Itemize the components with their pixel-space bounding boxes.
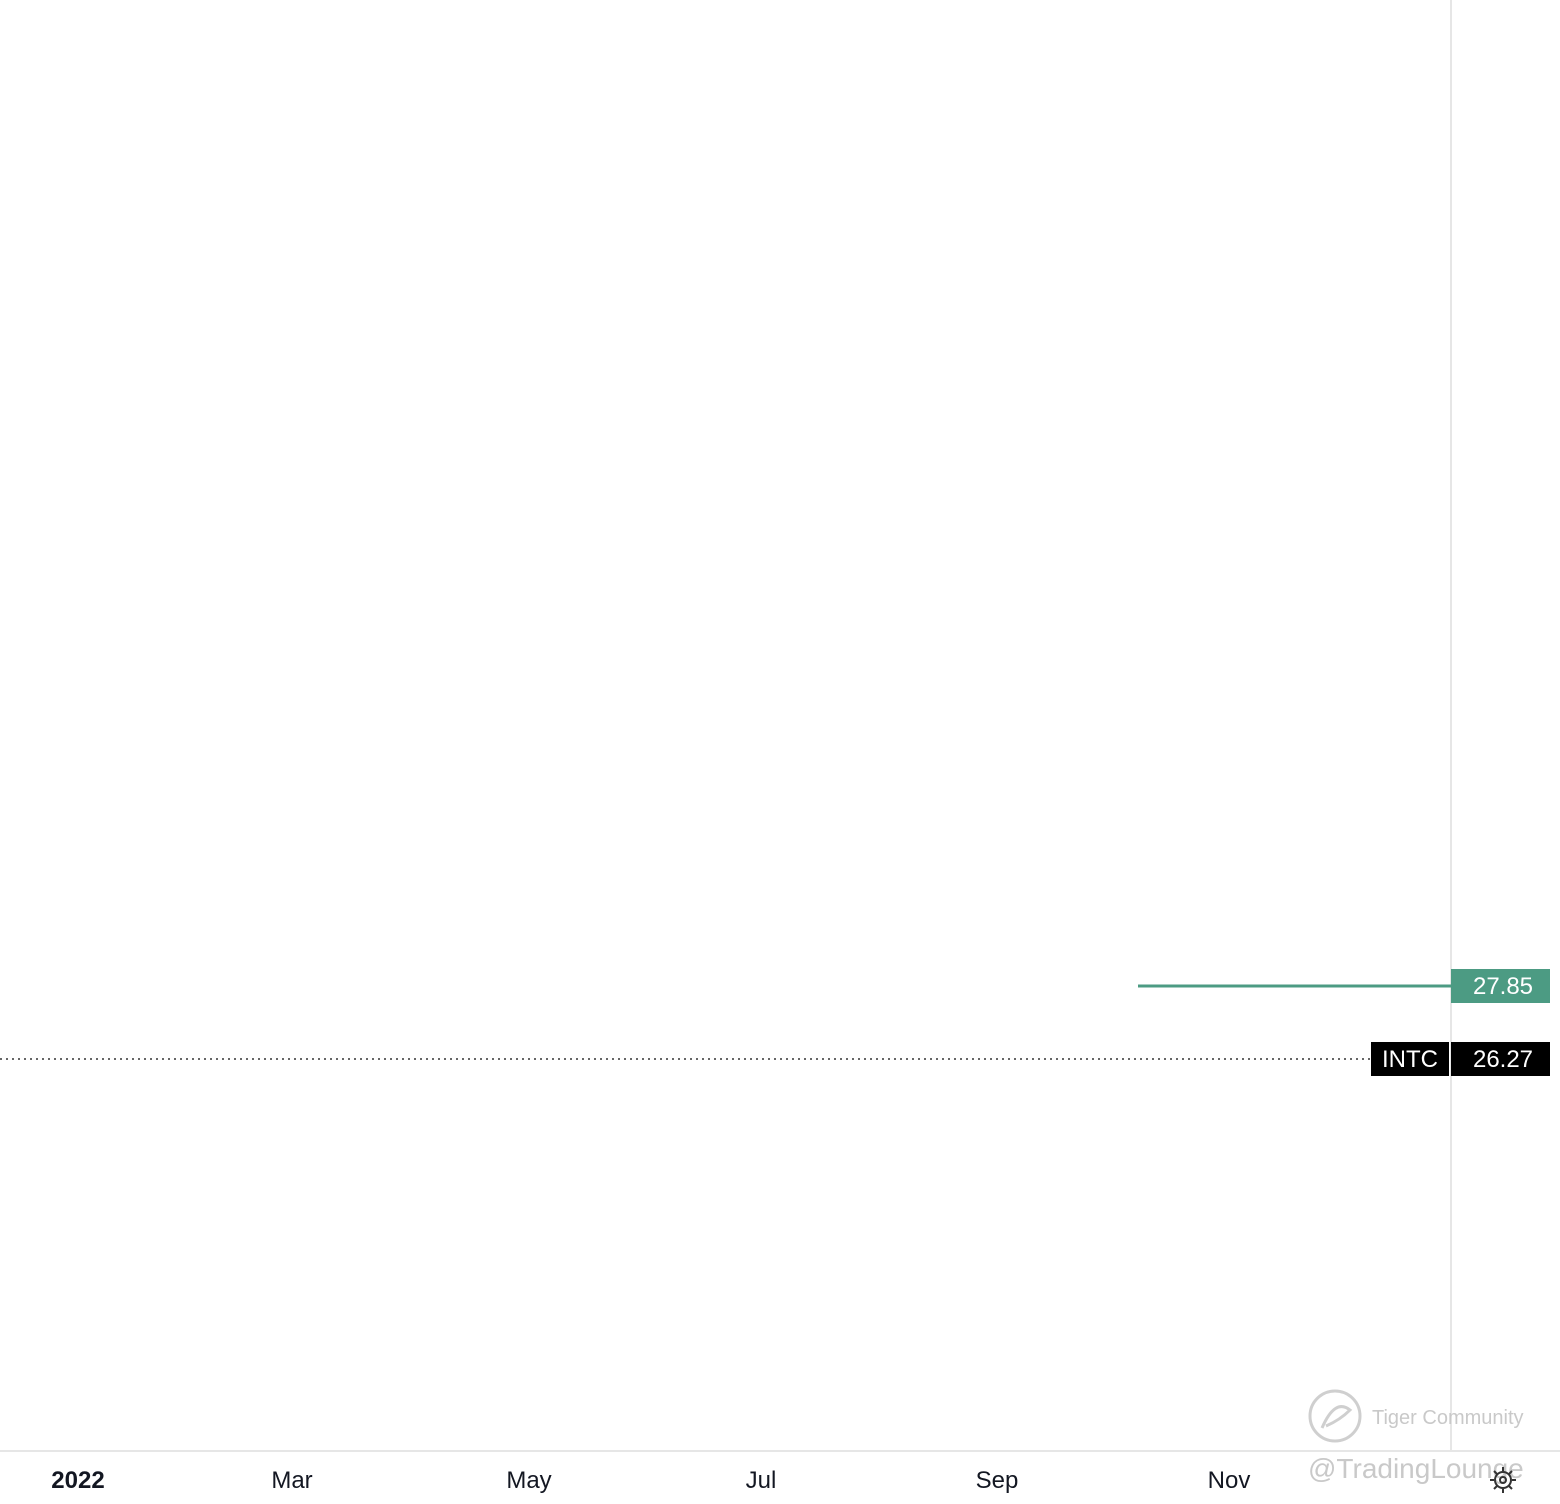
tiger-logo-mark	[1320, 1405, 1353, 1429]
symbol-tag: INTC	[1371, 1042, 1449, 1076]
watermark: Tiger Community @TradingLounge	[1308, 1389, 1524, 1484]
time-axis: 2022 Mar May Jul Sep Nov	[51, 1467, 1250, 1494]
x-tick-label: Sep	[976, 1467, 1019, 1494]
tiger-logo-icon	[1308, 1389, 1362, 1443]
last-price-tag: 26.27	[1451, 1042, 1550, 1076]
x-tick-label: Jul	[746, 1467, 777, 1494]
target-price-value: 27.85	[1473, 973, 1533, 1000]
last-price-value: 26.27	[1473, 1046, 1533, 1073]
x-tick-label: Mar	[271, 1467, 312, 1494]
symbol-label: INTC	[1382, 1046, 1438, 1073]
target-price-tag: 27.85	[1451, 969, 1550, 1003]
x-tick-label: 2022	[51, 1467, 104, 1494]
x-tick-label: Nov	[1208, 1467, 1251, 1494]
watermark-handle: @TradingLounge	[1308, 1453, 1524, 1484]
x-tick-label: May	[506, 1467, 551, 1494]
gear-icon[interactable]	[1490, 1467, 1516, 1493]
watermark-community: Tiger Community	[1372, 1407, 1524, 1429]
